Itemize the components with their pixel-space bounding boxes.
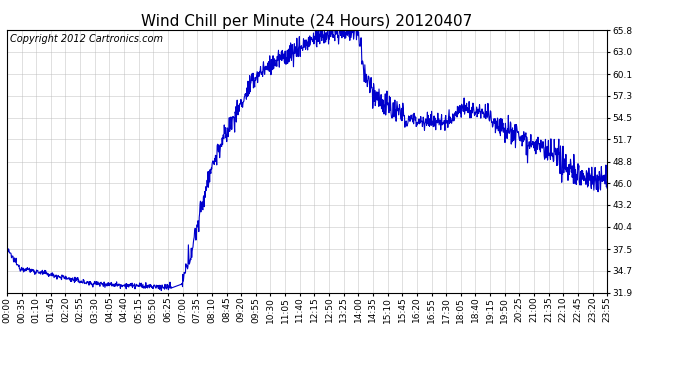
Title: Wind Chill per Minute (24 Hours) 20120407: Wind Chill per Minute (24 Hours) 2012040… <box>141 14 473 29</box>
Text: Copyright 2012 Cartronics.com: Copyright 2012 Cartronics.com <box>10 34 163 44</box>
